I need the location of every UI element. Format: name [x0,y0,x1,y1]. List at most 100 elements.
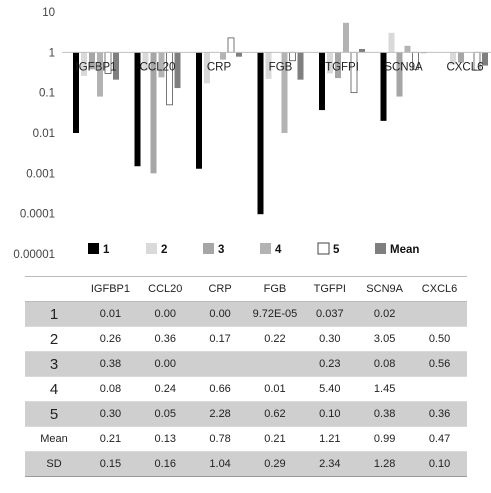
table-cell: 0.10 [412,451,467,477]
bar-SCN9A-series-2 [388,32,395,53]
table-cell: 0.02 [357,301,413,327]
row-label: 2 [25,326,83,352]
row-label: SD [25,451,83,477]
row-label: 4 [25,376,83,402]
row-label: Mean [25,426,83,452]
table-cell: 9.72E-05 [247,301,303,327]
bar-TGFPI-series-1 [319,52,325,111]
row-label: 5 [25,401,83,427]
table-cell: 0.21 [83,426,138,452]
legend: 1 2 3 4 5 Mean [88,242,419,256]
table-cell: 0.38 [83,351,138,377]
table-cell: 0.56 [412,351,467,377]
category-label: FGB [269,61,293,73]
row-label: 3 [25,351,83,377]
table-cell: 5.40 [302,376,358,402]
table-row: 2 0.26 0.36 0.17 0.22 0.30 3.05 0.50 [25,326,467,352]
table-cell: 0.78 [192,426,248,452]
bar-FGB-series-4 [281,52,288,134]
table-cell: 0.01 [247,376,303,402]
y-tick-label: 0.1 [39,88,55,100]
y-tick-label: 0.00001 [13,249,55,261]
legend-swatch [375,243,386,254]
table-cell: 0.50 [412,326,467,352]
table-cell: 0.05 [137,401,193,427]
legend-swatch [260,243,271,254]
bar-SCN9A-series-4 [404,45,411,53]
legend-label: 2 [161,244,167,256]
table-column-header: FGB [247,276,303,302]
data-table: IGFBP1 CCL20 CRP FGB TGFPI SCN9A CXCL6 1 0.01 0.… [25,276,467,477]
legend-swatch [146,243,157,254]
table-cell: 1.21 [302,426,358,452]
table-cell: 0.01 [83,301,138,327]
bar-CCL20-series-Mean [174,52,181,89]
table-header-row: IGFBP1 CCL20 CRP FGB TGFPI SCN9A CXCL6 [25,276,467,302]
legend-label: 4 [275,244,282,256]
table-cell [192,351,248,377]
legend-swatch [203,243,214,254]
bar-FGB-series-1 [257,52,264,215]
row-label: 1 [25,301,83,327]
bar-IGFBP1-series-1 [73,52,79,134]
table-row: SD 0.15 0.16 1.04 0.29 2.34 1.28 0.10 [25,451,467,477]
table-cell: 0.30 [302,326,358,352]
bar-TGFPI-series-3 [335,52,341,79]
table-cell: 0.30 [83,401,138,427]
table-row: 5 0.30 0.05 2.28 0.62 0.10 0.38 0.36 [25,401,467,427]
legend-label: Mean [390,244,419,256]
table-cell: 0.29 [247,451,303,477]
table-column-header [25,276,83,302]
category-label: CCL20 [140,61,176,73]
table-cell: 0.08 [83,376,138,402]
table-cell: 0.62 [247,401,303,427]
bar-CCL20-series-4 [158,52,165,78]
bar-CRP-series-4 [220,52,226,60]
table-cell: 0.10 [302,401,358,427]
table-cell: 0.47 [412,426,467,452]
bar-IGFBP1-series-4 [97,52,103,97]
table-cell: 0.23 [302,351,358,377]
table-cell [412,301,467,327]
bar-IGFBP1-series-3 [89,52,95,70]
table-cell: 0.037 [302,301,358,327]
table-cell: 0.00 [137,301,193,327]
category-labels: IGFBP1 CCL20 CRP FGB TGFPI SCN9A CXCL6 [76,61,484,73]
bar-CCL20-series-5 [166,51,173,106]
bar-FGB-series-2 [265,52,272,79]
table-cell: 3.05 [357,326,413,352]
bar-chart: 10 1 0.1 0.01 0.001 0.0001 0.00001 IGFBP1 CCL20… [13,7,491,261]
bar-CXCL6-series-3 [458,52,464,63]
table-cell: 0.26 [83,326,138,352]
table-cell: 0.13 [137,426,193,452]
bar-SCN9A-series-3 [396,52,403,97]
table-column-header: CCL20 [137,276,193,302]
bar-CXCL6-series-2 [450,52,456,65]
bar-IGFBP1-series-2 [81,52,87,76]
table-row: 1 0.01 0.00 0.00 9.72E-05 0.037 0.02 [25,301,467,327]
y-tick-label: 0.001 [26,168,55,180]
bar-CRP-series-5 [227,37,235,53]
category-label: CXCL6 [446,61,483,73]
table-cell: 1.45 [357,376,413,402]
table-column-header: CXCL6 [412,276,467,302]
category-label: SCN9A [384,61,423,73]
table-column-header: SCN9A [357,276,413,302]
y-tick-label: 10 [42,7,55,19]
table-cell: 2.28 [192,401,248,427]
table-cell: 0.16 [137,451,193,477]
bar-SCN9A-series-1 [380,52,387,121]
table-cell: 0.00 [137,351,193,377]
category-label: IGFBP1 [76,61,117,73]
table-cell: 0.08 [357,351,413,377]
y-tick-label: 0.01 [33,128,55,140]
bar-FGB-series-Mean [297,52,304,80]
table-cell: 0.24 [137,376,193,402]
table-cell: 0.22 [247,326,303,352]
bar-CRP-series-2 [204,52,210,84]
table-cell: 1.28 [357,451,413,477]
table-cell: 0.36 [137,326,193,352]
table-cell: 0.21 [247,426,303,452]
bar-TGFPI-series-2 [327,52,333,74]
category-label: TGFPI [325,61,359,73]
